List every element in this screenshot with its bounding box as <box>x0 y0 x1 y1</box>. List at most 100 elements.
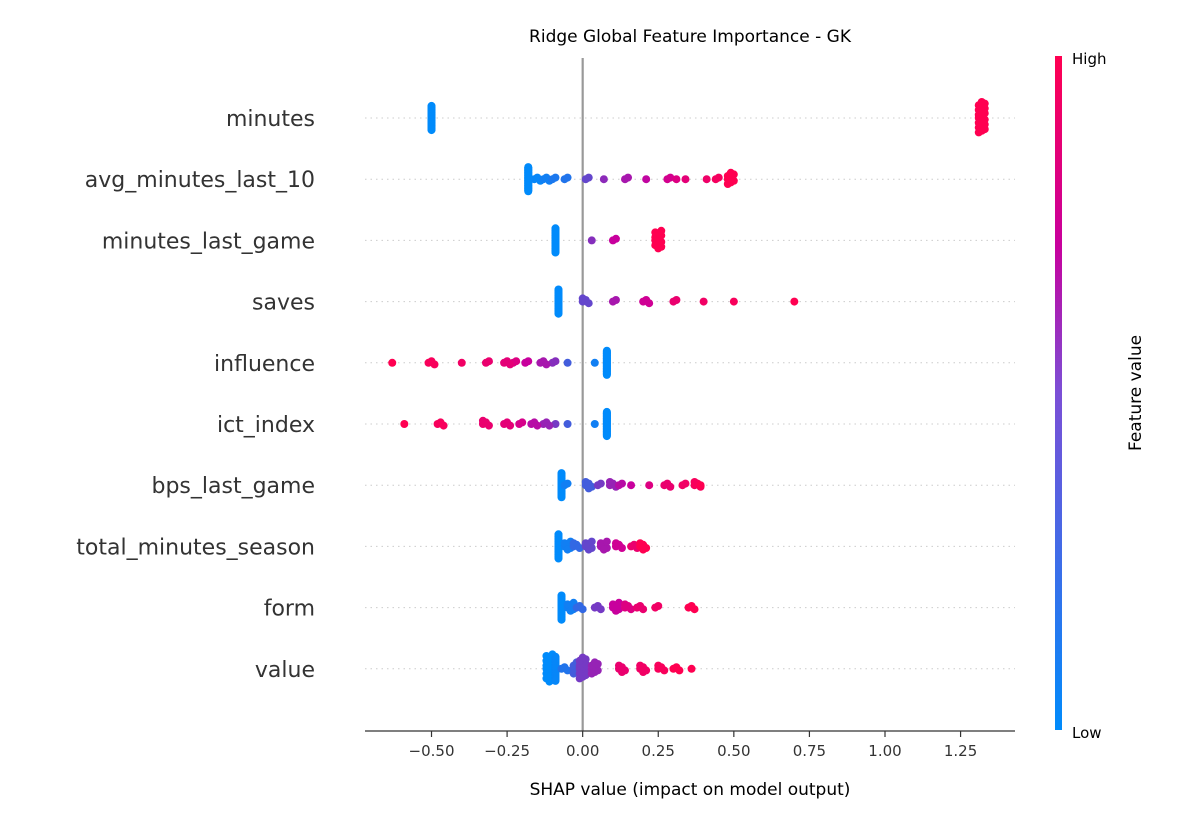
feature-rows: minutes avg_minutes_last_10 minutes_last_g… <box>76 107 1015 683</box>
shap-point <box>596 605 605 614</box>
shap-point <box>563 666 572 675</box>
shap-point <box>687 664 696 673</box>
shap-point <box>654 661 663 670</box>
shap-point <box>563 173 572 182</box>
shap-point <box>563 545 572 554</box>
colorbar-gradient <box>1055 56 1062 730</box>
shap-point <box>590 358 599 367</box>
shap-point <box>605 478 614 486</box>
shap-point <box>726 168 735 177</box>
shap-point <box>590 658 599 667</box>
shap-point <box>602 370 611 379</box>
shap-point <box>388 358 397 367</box>
shap-point <box>596 479 605 488</box>
shap-point <box>584 173 593 182</box>
x-tick-label: −0.50 <box>409 742 455 760</box>
shap-point <box>575 674 584 683</box>
shap-point <box>430 360 439 369</box>
shap-point <box>611 296 620 304</box>
shap-point <box>617 479 626 488</box>
shap-point <box>584 484 593 493</box>
shap-point <box>636 661 645 670</box>
shap-point <box>439 421 448 430</box>
shap-point <box>645 299 654 308</box>
shap-point <box>681 175 690 184</box>
shap-point <box>578 294 587 303</box>
shap-point <box>427 126 436 135</box>
shap-point <box>790 297 799 306</box>
shap-point <box>614 661 623 670</box>
shap-point <box>714 173 723 182</box>
shap-point <box>672 175 681 184</box>
shap-point <box>584 545 593 554</box>
feature-label: minutes <box>226 107 315 132</box>
x-tick-label: 0.25 <box>642 742 675 760</box>
shap-point <box>617 668 626 676</box>
shap-point <box>666 482 675 491</box>
shap-point <box>587 669 596 678</box>
feature-label: avg_minutes_last_10 <box>85 168 315 193</box>
shap-point <box>551 357 560 366</box>
shap-point <box>563 600 572 609</box>
shap-point <box>672 296 681 304</box>
shap-point <box>599 175 608 184</box>
shap-point <box>506 421 515 430</box>
shap-point <box>602 537 611 546</box>
shap-point <box>545 677 554 686</box>
feature-label: saves <box>252 291 315 316</box>
x-tick-label: 0.75 <box>793 742 826 760</box>
shap-point <box>611 539 620 548</box>
shap-point <box>578 605 587 614</box>
shap-point <box>621 600 630 609</box>
x-tick-label: 1.00 <box>868 742 901 760</box>
shap-point <box>608 600 617 609</box>
shap-point <box>624 173 633 182</box>
shap-point <box>614 598 623 607</box>
shap-point <box>554 554 563 563</box>
shap-point <box>557 615 566 624</box>
shap-point <box>645 481 654 490</box>
shap-point <box>611 606 620 615</box>
x-tick-label: 0.50 <box>717 742 750 760</box>
shap-point <box>699 297 708 306</box>
shap-point <box>690 478 699 486</box>
shap-point <box>654 602 663 610</box>
shap-point <box>657 226 666 235</box>
shap-point <box>542 360 551 369</box>
shap-point <box>512 357 521 366</box>
shap-point <box>636 539 645 548</box>
shap-point <box>566 606 575 615</box>
shap-point <box>696 481 705 490</box>
x-axis-label: SHAP value (impact on model output) <box>530 780 851 800</box>
shap-point <box>551 676 560 685</box>
shap-point <box>518 418 527 427</box>
shap-point <box>478 416 487 425</box>
shap-point <box>524 187 533 196</box>
shap-point <box>524 357 533 366</box>
shap-point <box>578 653 587 662</box>
shap-point <box>977 98 986 106</box>
feature-label: influence <box>214 352 315 377</box>
x-axis: −0.50 −0.25 0.00 0.25 0.50 0.75 1.00 1.25 <box>365 730 1015 760</box>
shap-point <box>611 234 620 243</box>
feature-label: ict_index <box>217 413 315 438</box>
shap-point <box>484 421 493 430</box>
shap-point <box>575 544 584 552</box>
shap-point <box>639 545 648 554</box>
shap-point <box>590 420 599 428</box>
shap-point <box>551 248 560 257</box>
colorbar-label: Feature value <box>1126 335 1146 451</box>
shap-point <box>729 297 738 306</box>
points-layer <box>388 98 989 686</box>
shap-point <box>651 228 660 237</box>
shap-point <box>666 173 675 182</box>
shap-point <box>602 432 611 441</box>
shap-point <box>554 309 563 318</box>
shap-point <box>545 421 554 430</box>
chart-title: Ridge Global Feature Importance - GK <box>529 27 852 47</box>
shap-point <box>457 358 466 367</box>
shap-point <box>584 299 593 308</box>
shap-point <box>551 420 560 428</box>
shap-point <box>563 358 572 367</box>
shap-point <box>569 539 578 548</box>
